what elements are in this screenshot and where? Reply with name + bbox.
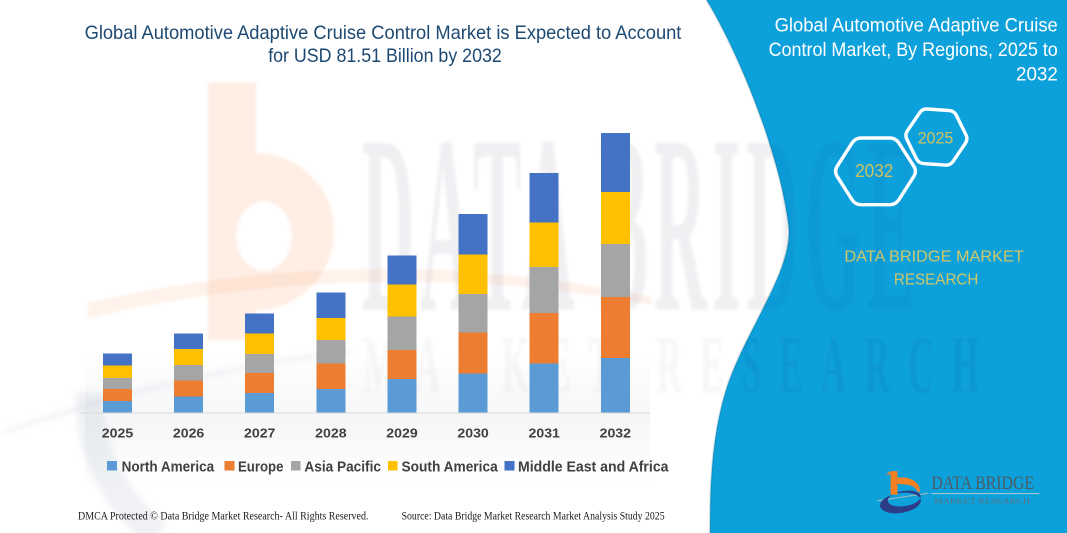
svg-text:2027: 2027 bbox=[244, 426, 275, 441]
svg-text:for USD 81.51 Billion by 2032: for USD 81.51 Billion by 2032 bbox=[268, 45, 502, 67]
svg-text:2026: 2026 bbox=[173, 426, 204, 441]
svg-text:South America: South America bbox=[402, 458, 499, 475]
svg-text:Global Automotive Adaptive Cru: Global Automotive Adaptive Cruise bbox=[775, 14, 1058, 36]
svg-text:2029: 2029 bbox=[386, 426, 417, 441]
svg-text:2028: 2028 bbox=[315, 426, 346, 441]
svg-text:DATA BRIDGE MARKET: DATA BRIDGE MARKET bbox=[844, 249, 1024, 266]
svg-text:Global Automotive Adaptive Cru: Global Automotive Adaptive Cruise Contro… bbox=[85, 22, 682, 44]
svg-text:2030: 2030 bbox=[457, 426, 488, 441]
svg-text:2032: 2032 bbox=[1016, 63, 1058, 85]
svg-text:North America: North America bbox=[122, 458, 215, 475]
svg-text:2032: 2032 bbox=[855, 161, 893, 181]
svg-text:Asia Pacific: Asia Pacific bbox=[304, 458, 381, 475]
svg-text:Control Market, By Regions, 20: Control Market, By Regions, 2025 to bbox=[769, 39, 1058, 61]
svg-text:Europe: Europe bbox=[238, 458, 283, 475]
svg-text:RESEARCH: RESEARCH bbox=[894, 271, 979, 288]
svg-text:2025: 2025 bbox=[102, 426, 134, 441]
svg-text:2031: 2031 bbox=[529, 426, 561, 441]
svg-text:Middle East and Africa: Middle East and Africa bbox=[518, 458, 669, 475]
svg-text:MARKET RESEARCH: MARKET RESEARCH bbox=[934, 497, 1031, 506]
svg-text:DATA BRIDGE: DATA BRIDGE bbox=[931, 474, 1034, 494]
svg-text:DMCA Protected © Data Bridge M: DMCA Protected © Data Bridge Market Rese… bbox=[78, 511, 369, 523]
svg-text:Source: Data Bridge Market Res: Source: Data Bridge Market Research Mark… bbox=[402, 511, 665, 523]
svg-text:2025: 2025 bbox=[918, 128, 954, 147]
svg-text:2032: 2032 bbox=[600, 426, 631, 441]
